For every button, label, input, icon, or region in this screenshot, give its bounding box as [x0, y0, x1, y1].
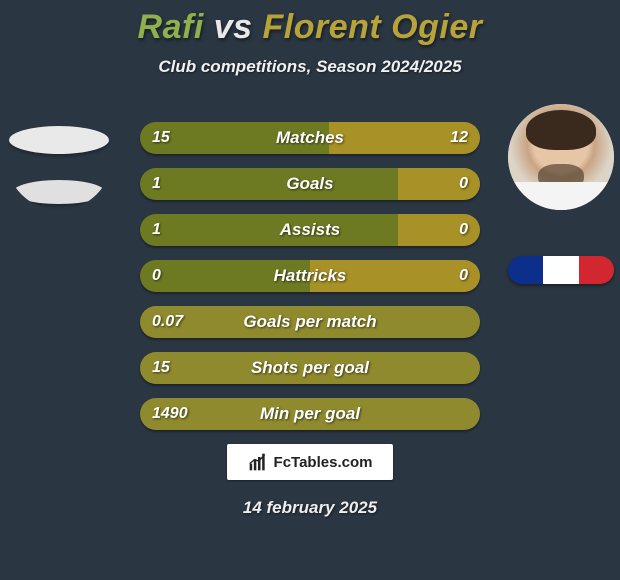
stat-bar-track — [140, 398, 480, 430]
stat-row: Shots per goal15 — [140, 352, 480, 384]
stat-bar-left — [140, 168, 398, 200]
stat-row: Hattricks00 — [140, 260, 480, 292]
title-player2: Florent Ogier — [263, 8, 483, 46]
flag-stripe — [579, 256, 614, 284]
player2-avatar — [508, 104, 614, 210]
avatar-placeholder-icon — [6, 104, 112, 210]
flag-stripe — [543, 256, 578, 284]
stat-bar-track — [140, 122, 480, 154]
stat-bars: Matches1512 Goals10 Assists10 Hattricks00 Go… — [140, 122, 480, 444]
stat-bar-left — [140, 122, 329, 154]
stat-bar-left — [140, 352, 480, 384]
page-title: Rafi vs Florent Ogier — [0, 8, 620, 47]
player1-avatar — [6, 104, 112, 210]
stat-bar-right — [398, 214, 480, 246]
stat-bar-track — [140, 352, 480, 384]
stat-bar-left — [140, 398, 480, 430]
player2-flag — [508, 256, 614, 284]
logo-text: FcTables.com — [274, 454, 373, 471]
flag-stripe — [508, 256, 543, 284]
stat-bar-track — [140, 306, 480, 338]
stat-bar-track — [140, 214, 480, 246]
date-text: 14 february 2025 — [0, 498, 620, 518]
title-vs: vs — [214, 8, 253, 46]
stat-row: Assists10 — [140, 214, 480, 246]
stat-bar-track — [140, 260, 480, 292]
stat-bar-right — [329, 122, 480, 154]
stat-bar-left — [140, 306, 480, 338]
comparison-card: Rafi vs Florent Ogier Club competitions,… — [0, 0, 620, 580]
stat-row: Goals per match0.07 — [140, 306, 480, 338]
chart-icon — [248, 452, 268, 472]
subtitle: Club competitions, Season 2024/2025 — [0, 57, 620, 77]
fctables-logo: FcTables.com — [227, 444, 393, 480]
stat-bar-right — [310, 260, 480, 292]
title-player1: Rafi — [138, 8, 204, 46]
stat-row: Goals10 — [140, 168, 480, 200]
stat-bar-left — [140, 214, 398, 246]
stat-row: Min per goal1490 — [140, 398, 480, 430]
stat-bar-right — [398, 168, 480, 200]
stat-bar-track — [140, 168, 480, 200]
stat-bar-left — [140, 260, 310, 292]
stat-row: Matches1512 — [140, 122, 480, 154]
